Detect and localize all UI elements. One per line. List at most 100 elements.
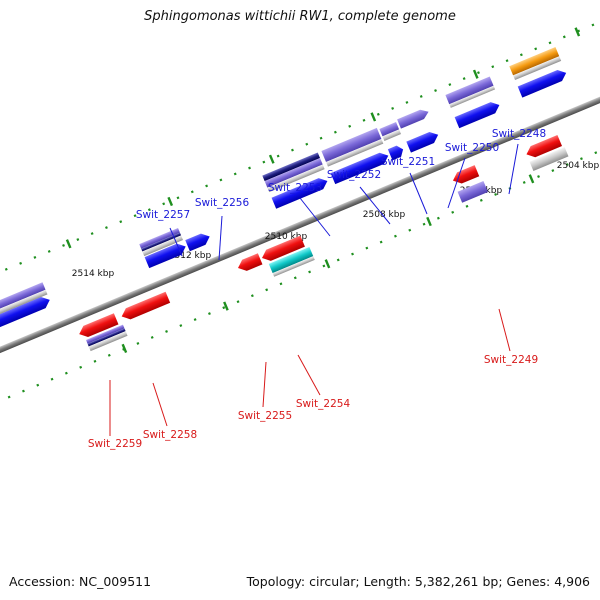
genome-backbone bbox=[0, 66, 600, 365]
feature-box bbox=[382, 129, 402, 141]
forward-track-dot bbox=[562, 35, 566, 39]
forward-track-dot bbox=[133, 214, 137, 218]
leader-line bbox=[447, 157, 466, 209]
gene-arrow bbox=[387, 145, 404, 161]
feature-box bbox=[379, 122, 400, 137]
gene-arrow bbox=[271, 178, 328, 209]
forward-track-dot bbox=[33, 255, 37, 259]
reverse-track-dot bbox=[236, 300, 240, 304]
feature-box bbox=[0, 282, 46, 327]
forward-track-dot bbox=[591, 23, 595, 27]
tick-mark-forward bbox=[370, 112, 377, 122]
reverse-track-dot bbox=[36, 383, 40, 387]
forward-track-dot bbox=[119, 220, 123, 224]
reverse-track-dot bbox=[336, 258, 340, 262]
gene-label: Swit_2259 bbox=[88, 438, 142, 450]
forward-track-dot bbox=[319, 136, 323, 140]
reverse-track-dot bbox=[250, 294, 254, 298]
gene-label: Swit_2253 bbox=[268, 182, 322, 194]
tick-label: 2514 kbp bbox=[72, 269, 115, 279]
forward-track-dot bbox=[419, 95, 423, 98]
reverse-track-dot bbox=[193, 318, 197, 322]
forward-track-dot bbox=[190, 190, 194, 194]
forward-track-dot bbox=[105, 226, 108, 230]
tick-mark-forward bbox=[167, 196, 174, 207]
forward-track-dot bbox=[90, 232, 94, 236]
gene-arrow bbox=[144, 243, 186, 269]
gene-label: Swit_2252 bbox=[327, 169, 381, 181]
reverse-track-dot bbox=[551, 169, 555, 173]
forward-track-dot bbox=[448, 83, 452, 86]
backbone-group bbox=[0, 66, 600, 365]
gene-arrow bbox=[452, 165, 480, 184]
feature-box bbox=[87, 328, 126, 347]
gene-label: Swit_2254 bbox=[296, 398, 351, 410]
feature-box bbox=[262, 152, 321, 182]
reverse-track-dot bbox=[7, 395, 11, 399]
accession-text: Accession: NC_009511 bbox=[9, 574, 152, 589]
feature-box bbox=[326, 138, 384, 167]
gene-label: Swit_2257 bbox=[136, 209, 190, 221]
feature-box bbox=[445, 76, 494, 105]
tick-label: 2508 kbp bbox=[363, 210, 406, 220]
gene-features bbox=[0, 46, 569, 352]
forward-track-dot bbox=[348, 124, 352, 128]
reverse-track-dot bbox=[179, 324, 183, 327]
gene-arrow bbox=[517, 69, 567, 98]
gene-arrow bbox=[185, 233, 210, 252]
forward-track-dot bbox=[434, 89, 437, 92]
forward-track-dot bbox=[62, 244, 65, 247]
reverse-track-dot bbox=[451, 210, 455, 214]
gene-label: Swit_2248 bbox=[492, 128, 546, 140]
reverse-track-dot bbox=[479, 198, 483, 202]
reverse-track-dot bbox=[79, 365, 83, 369]
reverse-track-dot bbox=[222, 306, 226, 310]
leader-line bbox=[299, 197, 331, 237]
reverse-track-dot bbox=[279, 282, 283, 286]
reverse-track-dot bbox=[408, 228, 412, 232]
forward-track-dot bbox=[462, 77, 466, 81]
reverse-track-dot bbox=[208, 312, 211, 316]
forward-track-dot bbox=[376, 112, 380, 116]
reverse-track-dot bbox=[580, 157, 583, 161]
tick-mark-forward bbox=[65, 239, 72, 249]
reverse-track-dot bbox=[322, 264, 326, 268]
genome-summary-text: Topology: circular; Length: 5,382,261 bp… bbox=[246, 574, 590, 589]
feature-box bbox=[141, 232, 182, 252]
reverse-track-dot bbox=[465, 204, 469, 208]
forward-track-dot bbox=[534, 47, 538, 51]
forward-track-dot bbox=[276, 154, 280, 158]
gene-label: Swit_2255 bbox=[238, 410, 292, 422]
gene-arrow bbox=[526, 134, 563, 158]
reverse-track-dot bbox=[537, 175, 540, 178]
tick-mark-reverse bbox=[324, 259, 331, 269]
forward-track-dot bbox=[19, 261, 23, 265]
forward-track-dot bbox=[248, 166, 251, 170]
tick-mark-forward bbox=[472, 69, 479, 79]
gene-arrow bbox=[454, 102, 500, 129]
forward-track-dot bbox=[205, 184, 209, 188]
leader-line bbox=[498, 308, 511, 352]
reverse-track-dot bbox=[308, 270, 312, 274]
forward-track-dot bbox=[548, 41, 552, 45]
tick-mark-reverse bbox=[121, 343, 128, 354]
forward-track-dot bbox=[477, 71, 480, 75]
reverse-track-dot bbox=[379, 240, 383, 244]
forward-track-dot bbox=[233, 172, 237, 176]
forward-track-dot bbox=[4, 267, 8, 271]
forward-track-dot bbox=[291, 148, 294, 152]
reverse-track-dot bbox=[365, 246, 369, 250]
tick-label: 2510 kbp bbox=[265, 232, 308, 242]
reverse-track-dot bbox=[522, 181, 526, 184]
forward-track-dot bbox=[176, 196, 180, 200]
reverse-track-dot bbox=[565, 163, 569, 167]
reverse-track-dot bbox=[93, 359, 97, 363]
feature-box bbox=[321, 127, 382, 163]
leader-line bbox=[169, 227, 183, 257]
leader-line bbox=[297, 354, 321, 396]
forward-track-dot bbox=[519, 53, 523, 57]
tick-mark-reverse bbox=[528, 174, 535, 184]
gene-arrow bbox=[330, 152, 389, 185]
forward-track-dot bbox=[505, 59, 509, 63]
